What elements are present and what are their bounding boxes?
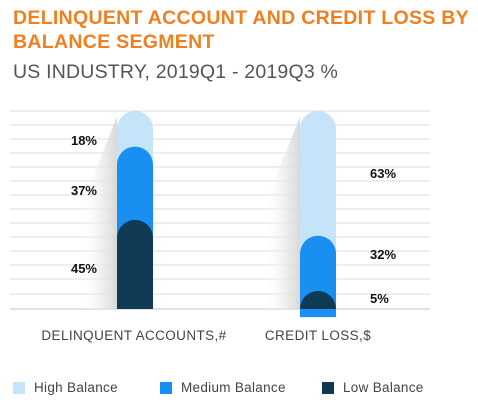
legend: High Balance Medium Balance Low Balance (0, 380, 478, 402)
category-label: CREDIT LOSS,$ (265, 328, 371, 343)
legend-item-low-balance: Low Balance (322, 380, 424, 395)
legend-swatch-medium-balance (160, 381, 172, 394)
bar-shadow (264, 117, 300, 309)
legend-label-high-balance: High Balance (34, 380, 118, 395)
legend-item-high-balance: High Balance (13, 380, 118, 395)
data-label: 18% (71, 133, 97, 148)
bar-high-balance-credit-loss (300, 111, 336, 254)
bar-low-balance-delinquent-accounts (117, 219, 153, 309)
category-label: DELINQUENT ACCOUNTS,# (41, 328, 226, 343)
bar-shadow (81, 117, 117, 309)
data-label: 5% (370, 291, 389, 306)
data-label: 37% (71, 183, 97, 198)
legend-label-low-balance: Low Balance (343, 380, 424, 395)
legend-swatch-high-balance (13, 381, 25, 394)
bar-low-balance-credit-loss (300, 291, 336, 309)
legend-item-medium-balance: Medium Balance (160, 380, 286, 395)
legend-swatch-low-balance (322, 381, 334, 394)
chart-subtitle: US INDUSTRY, 2019Q1 - 2019Q3 % (13, 61, 339, 83)
data-label: 63% (370, 166, 396, 181)
legend-label-medium-balance: Medium Balance (181, 380, 286, 395)
bar-medium-balance-delinquent-accounts (117, 146, 153, 238)
data-label: 32% (370, 247, 396, 262)
chart-title: DELINQUENT ACCOUNT AND CREDIT LOSS BY BA… (13, 7, 469, 53)
data-label: 45% (71, 261, 97, 276)
